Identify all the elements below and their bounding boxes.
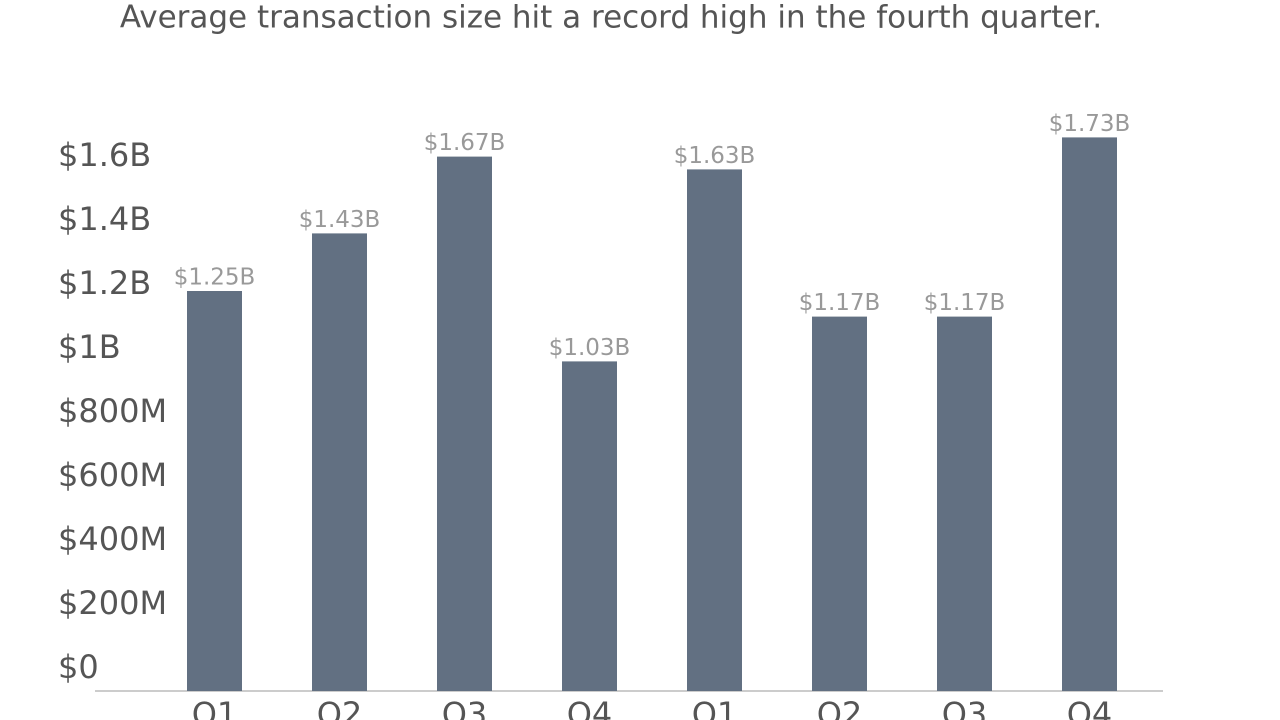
bar: [437, 156, 492, 692]
y-tick-label: $1.6B: [58, 136, 151, 174]
y-tick-label: $1B: [58, 328, 121, 366]
x-tick-label: Q2: [817, 695, 863, 720]
value-label: $1.03B: [549, 335, 631, 361]
bar: [937, 316, 992, 691]
x-tick-label: Q4: [1067, 695, 1113, 720]
value-label: $1.63B: [674, 143, 756, 169]
x-tick-label: Q1: [192, 695, 238, 720]
y-tick-label: $0: [58, 648, 99, 686]
y-tick-label: $400M: [58, 520, 167, 558]
y-tick-label: $600M: [58, 456, 167, 494]
value-label: $1.43B: [299, 207, 381, 233]
value-label: $1.17B: [799, 290, 881, 316]
y-tick-label: $200M: [58, 584, 167, 622]
value-label: $1.67B: [424, 130, 506, 156]
x-tick-label: Q4: [567, 695, 613, 720]
y-tick-label: $1.4B: [58, 200, 151, 238]
chart-subtitle: Average transaction size hit a record hi…: [120, 0, 1102, 36]
bar: [312, 233, 367, 691]
x-tick-label: Q3: [942, 695, 988, 720]
x-tick-label: Q3: [442, 695, 488, 720]
y-tick-label: $1.2B: [58, 264, 151, 302]
x-tick-label: Q2: [317, 695, 363, 720]
bar: [1062, 137, 1117, 691]
y-tick-label: $800M: [58, 392, 167, 430]
value-label: $1.17B: [924, 290, 1006, 316]
bar: [687, 169, 742, 691]
x-tick-label: Q1: [692, 695, 738, 720]
bar: [187, 291, 242, 691]
value-label: $1.73B: [1049, 111, 1131, 137]
bar: [562, 361, 617, 691]
bar: [812, 316, 867, 691]
value-label: $1.25B: [174, 265, 256, 291]
